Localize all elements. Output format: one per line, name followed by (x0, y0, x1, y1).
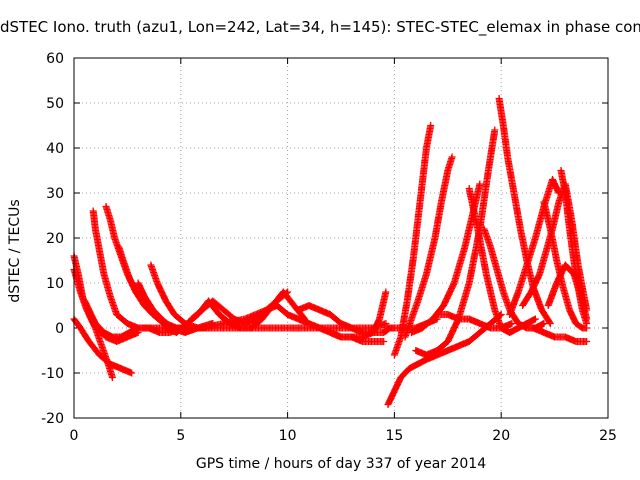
plot-frame (73, 57, 609, 419)
y-tick-label: 0 (55, 321, 64, 337)
y-tick-label: 20 (46, 231, 64, 247)
y-tick-labels: -20 -10 0 10 20 30 40 50 60 (41, 51, 64, 427)
x-tick-label: 0 (70, 428, 79, 444)
chart-title: dSTEC Iono. truth (azu1, Lon=242, Lat=34… (0, 18, 640, 36)
data-series-track (401, 153, 456, 341)
grid-lines (74, 58, 608, 418)
data-series-track (506, 176, 563, 318)
y-tick-label: 30 (46, 186, 64, 202)
y-tick-label: 40 (46, 141, 64, 157)
data-series-track (326, 288, 390, 341)
data-series-track (81, 297, 142, 345)
data-series-track (544, 261, 591, 323)
y-tick-label: 60 (46, 51, 64, 67)
y-tick-label: 10 (46, 276, 64, 292)
y-tick-label: 50 (46, 96, 64, 112)
data-series-track (412, 126, 499, 359)
data-series-track (529, 324, 591, 345)
x-tick-label: 5 (176, 428, 185, 444)
x-tick-label: 15 (385, 428, 403, 444)
y-tick-label: -10 (41, 366, 64, 382)
y-tick-label: -20 (41, 411, 64, 427)
x-tick-label: 25 (599, 428, 617, 444)
y-axis-label: dSTEC / TECUs (7, 199, 23, 303)
data-series-track (495, 95, 554, 327)
x-tick-label: 10 (279, 428, 297, 444)
x-tick-label: 20 (492, 428, 510, 444)
x-axis-label: GPS time / hours of day 337 of year 2014 (195, 456, 487, 472)
data-marks (70, 95, 591, 408)
x-tick-labels: 0 5 10 15 20 25 (70, 428, 617, 444)
